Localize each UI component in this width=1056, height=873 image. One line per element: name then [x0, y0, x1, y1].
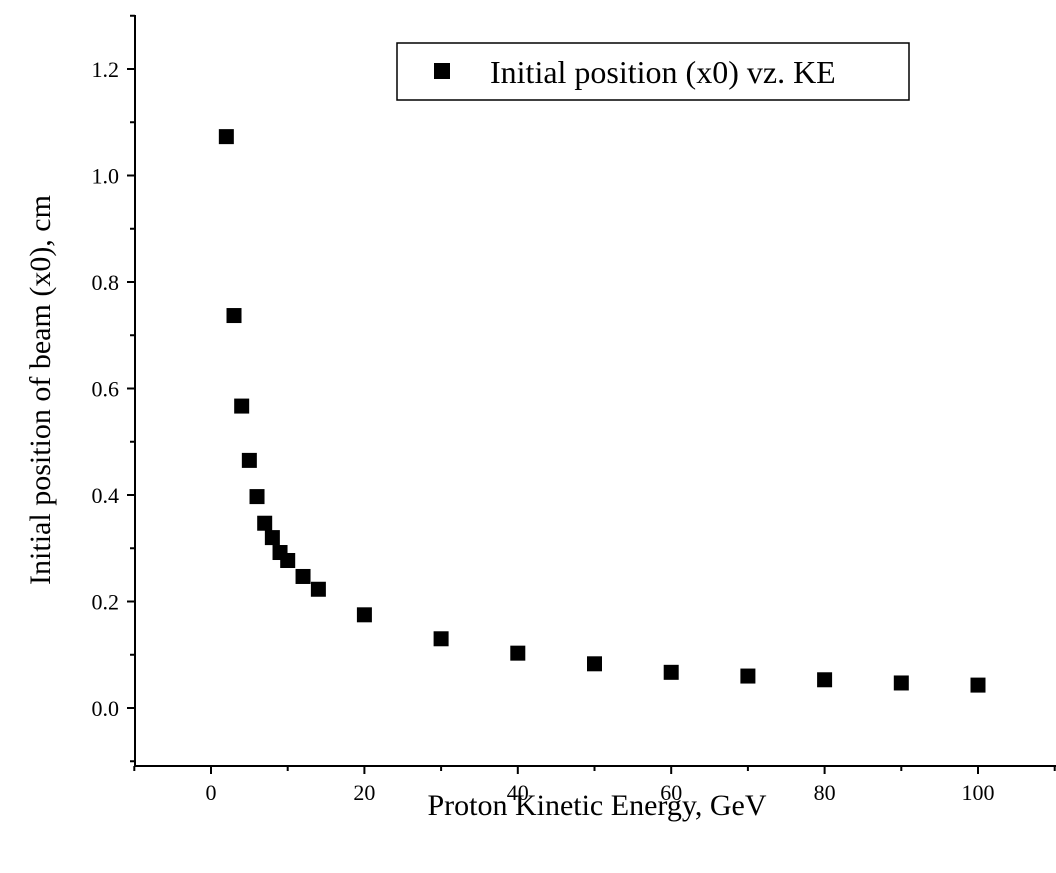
data-point	[893, 675, 909, 691]
data-point	[264, 530, 280, 546]
legend: Initial position (x0) vz. KE	[396, 42, 910, 101]
data-point	[587, 656, 602, 672]
data-point	[356, 607, 372, 623]
x-tick-label: 100	[962, 780, 995, 805]
x-axis-title: Proton Kinetic Energy, GeV	[427, 789, 766, 822]
data-point	[663, 664, 679, 680]
legend-marker	[434, 63, 450, 79]
data-point	[970, 677, 986, 693]
y-tick-label: 1.0	[92, 164, 120, 189]
x-tick-label: 40	[507, 780, 529, 805]
y-tick-label: 1.2	[92, 57, 120, 82]
legend-label: Initial position (x0) vz. KE	[490, 54, 836, 90]
data-point	[817, 672, 833, 688]
legend-box	[396, 42, 910, 101]
data-point	[433, 631, 449, 647]
x-ticks: 0 20 40 60 80 100	[133, 766, 1056, 805]
data-point	[226, 308, 242, 324]
data-point	[241, 452, 257, 468]
data-point	[740, 668, 756, 684]
x-tick-label: 20	[353, 780, 375, 805]
data-point	[234, 398, 250, 414]
data-point	[295, 568, 311, 584]
y-tick-label: 0.4	[92, 483, 120, 508]
data-point	[280, 552, 296, 568]
data-point	[249, 489, 265, 505]
data-point	[510, 645, 526, 661]
data-markers	[218, 129, 986, 693]
axes	[134, 15, 1056, 767]
x-tick-label: 60	[660, 780, 682, 805]
x-tick-label: 80	[814, 780, 836, 805]
y-axis-title: Initial position of beam (x0), cm	[24, 195, 57, 585]
y-tick-label: 0.6	[92, 377, 120, 402]
x-tick-label: 0	[206, 780, 217, 805]
data-point	[310, 581, 326, 597]
y-tick-label: 0.8	[92, 270, 120, 295]
y-tick-label: 0.0	[92, 696, 120, 721]
y-ticks: 0.0 0.2 0.4 0.6 0.8 1.0 1.2	[92, 14, 135, 763]
data-point	[257, 515, 273, 531]
data-point	[218, 129, 234, 145]
y-tick-label: 0.2	[92, 590, 120, 615]
